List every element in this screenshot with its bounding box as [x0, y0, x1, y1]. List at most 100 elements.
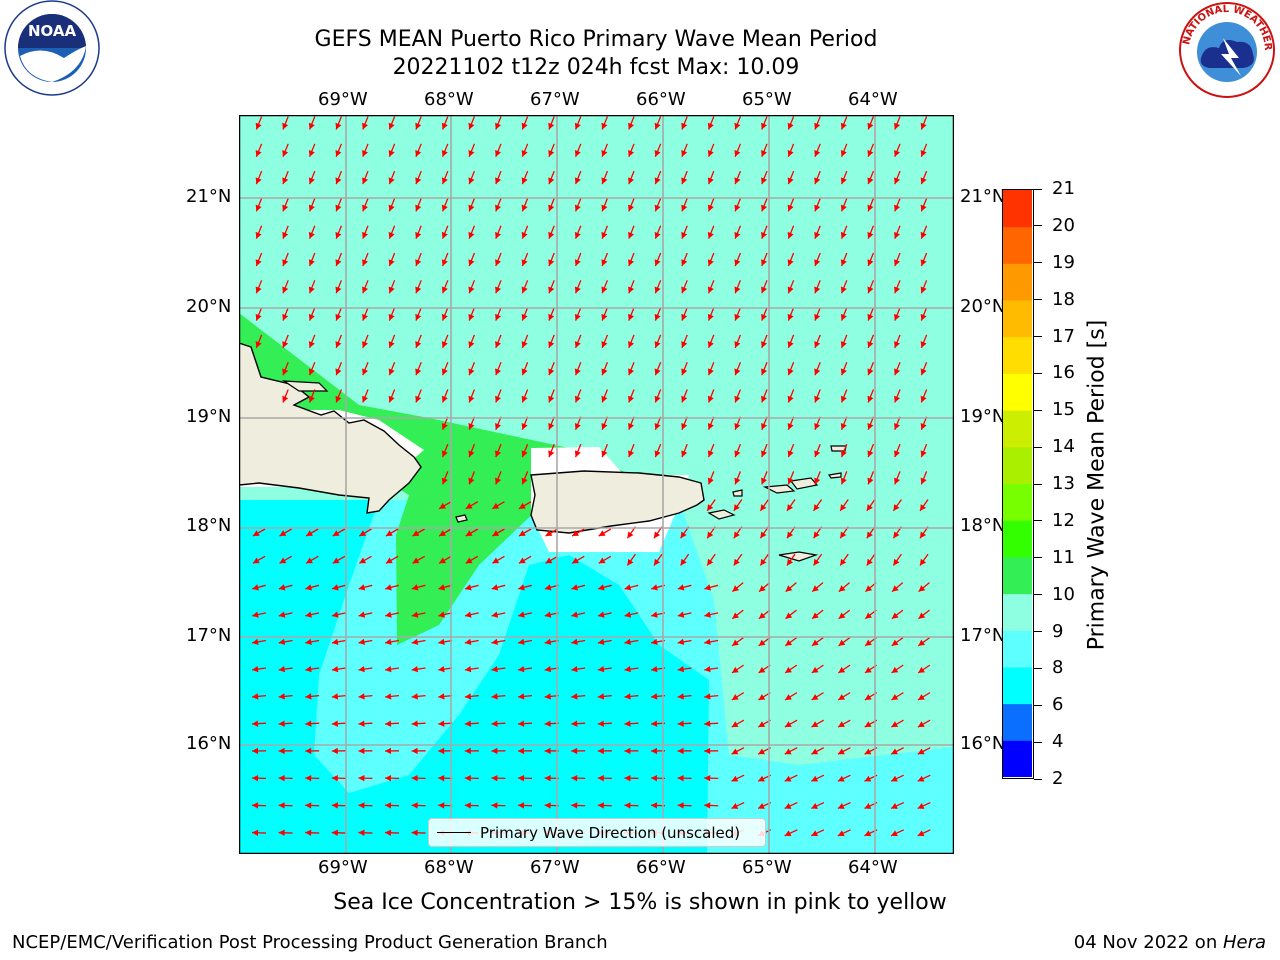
wave-direction-arrow [388, 252, 396, 267]
colorbar-tick-mark [1034, 520, 1042, 522]
wave-direction-arrow [438, 584, 453, 591]
wave-direction-arrow [597, 638, 612, 646]
wave-direction-arrow [704, 693, 719, 700]
wave-direction-arrow [358, 720, 373, 727]
virgin-gorda-island [827, 472, 842, 479]
wave-direction-arrow [654, 307, 662, 321]
wave-direction-arrow [548, 170, 555, 185]
wave-direction-arrow [653, 553, 663, 566]
wave-direction-arrow [438, 638, 453, 646]
lon-label-bottom: 69°W [318, 857, 368, 878]
wave-direction-arrow [362, 252, 369, 267]
wave-direction-arrow [358, 774, 373, 782]
wave-direction-arrow [677, 774, 692, 782]
wave-direction-arrow [438, 611, 453, 618]
wave-direction-arrow [308, 280, 316, 294]
wave-direction-arrow [867, 143, 875, 158]
colorbar-tick-mark [1034, 446, 1042, 448]
wave-direction-arrow [438, 501, 452, 510]
wave-direction-arrow [305, 638, 320, 646]
wave-direction-arrow [278, 774, 293, 782]
wave-direction-arrow [411, 747, 426, 755]
wave-direction-arrow [601, 280, 609, 294]
wave-direction-arrow [255, 198, 263, 212]
wave-direction-arrow [255, 252, 263, 267]
wave-direction-arrow [681, 252, 688, 267]
wave-direction-arrow [758, 609, 771, 620]
wave-direction-arrow [918, 609, 930, 620]
wave-direction-arrow [787, 389, 795, 403]
wave-direction-arrow [571, 774, 586, 782]
wave-direction-arrow [654, 280, 662, 294]
wave-direction-arrow [574, 225, 582, 239]
wave-direction-arrow [814, 280, 821, 294]
wave-direction-arrow [441, 280, 449, 294]
wave-direction-arrow [308, 143, 316, 158]
wave-direction-arrow [388, 361, 396, 376]
wave-direction-arrow [654, 334, 662, 349]
wave-direction-arrow [891, 637, 904, 647]
wave-direction-arrow [867, 416, 875, 431]
wave-direction-arrow [495, 334, 502, 349]
wave-direction-arrow [814, 143, 821, 158]
wave-direction-arrow [279, 528, 292, 537]
lon-label-bottom: 64°W [848, 857, 898, 878]
wave-direction-arrow [438, 555, 452, 564]
wave-direction-arrow [548, 416, 555, 431]
wave-direction-arrow [784, 637, 798, 647]
lon-label-top: 66°W [636, 89, 686, 110]
wave-direction-arrow [677, 720, 692, 727]
wave-direction-arrow [920, 361, 928, 376]
wave-direction-arrow [251, 774, 267, 782]
wave-direction-arrow [518, 555, 532, 564]
wave-direction-arrow [734, 443, 742, 458]
wave-direction-arrow [839, 499, 849, 512]
wave-direction-arrow [597, 774, 612, 782]
wave-direction-arrow [785, 582, 797, 593]
wave-direction-arrow [331, 638, 346, 646]
wave-direction-arrow [681, 389, 688, 403]
lon-label-top: 67°W [530, 89, 580, 110]
wave-direction-arrow [521, 307, 529, 321]
wave-direction-arrow [734, 170, 742, 185]
wave-direction-arrow [305, 802, 320, 809]
colorbar-segment [1003, 556, 1032, 595]
wave-direction-arrow [677, 693, 692, 700]
wave-direction-arrow [517, 693, 533, 700]
wave-direction-arrow [521, 471, 529, 485]
colorbar-tick-label: 10 [1052, 583, 1075, 605]
wave-direction-arrow [411, 665, 426, 673]
wave-direction-arrow [734, 389, 742, 403]
wave-direction-arrow [867, 252, 875, 267]
wave-direction-arrow [468, 361, 476, 376]
wave-direction-arrow [601, 443, 609, 458]
wave-direction-arrow [305, 720, 320, 727]
wave-direction-arrow [441, 416, 449, 431]
wave-direction-arrow [654, 198, 662, 212]
wave-direction-arrow [548, 361, 555, 376]
wave-direction-arrow [837, 829, 851, 837]
wave-direction-arrow [707, 198, 715, 212]
wave-direction-arrow [385, 584, 399, 591]
colorbar-scale [1003, 190, 1032, 777]
wave-direction-arrow [521, 252, 529, 267]
wave-direction-arrow [521, 361, 529, 376]
wave-direction-arrow [574, 334, 582, 349]
wave-direction-arrow [654, 225, 662, 239]
colorbar-tick-label: 6 [1052, 694, 1064, 716]
wave-direction-arrow [837, 774, 851, 782]
wave-direction-arrow [704, 584, 719, 591]
wave-direction-arrow [920, 143, 928, 158]
wave-direction-arrow [654, 116, 662, 130]
wave-direction-arrow [255, 170, 263, 185]
wave-direction-arrow [331, 584, 346, 591]
wave-direction-arrow [890, 829, 905, 837]
wave-direction-arrow [784, 719, 798, 728]
wave-direction-arrow [574, 307, 582, 321]
wave-direction-arrow [867, 334, 875, 349]
wave-direction-arrow [468, 307, 476, 321]
wave-direction-arrow [920, 280, 928, 294]
colorbar-tick-label: 20 [1052, 214, 1075, 236]
wave-direction-arrow [628, 143, 635, 158]
wave-direction-arrow [890, 719, 904, 728]
